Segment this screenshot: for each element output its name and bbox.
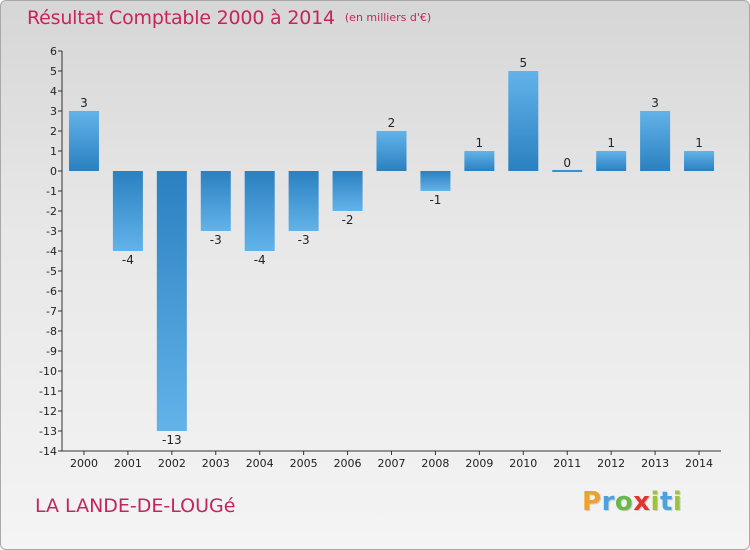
x-tick-label: 2000 [70,457,98,470]
x-tick-label: 2011 [553,457,581,470]
x-tick-label: 2003 [202,457,230,470]
bar [112,171,143,251]
y-tick-label: -7 [46,305,57,318]
bar-value-label: -2 [342,213,354,227]
bar [244,171,275,251]
logo-letter: o [614,487,634,517]
bar-value-label: -4 [254,253,266,267]
x-tick-label: 2001 [114,457,142,470]
bar [552,170,583,172]
y-tick-label: -14 [39,445,57,458]
chart-axes: 6543210-1-2-3-4-5-6-7-8-9-10-11-12-13-14… [39,45,721,470]
bar [684,151,715,171]
bar [156,171,187,431]
bar [376,131,407,171]
y-tick-label: 2 [50,125,57,138]
y-tick-label: -3 [46,225,57,238]
bar [464,151,495,171]
logo-letter: i [650,487,660,517]
bar [508,71,539,171]
x-tick-label: 2005 [290,457,318,470]
y-tick-label: -11 [39,385,57,398]
y-tick-label: -13 [39,425,57,438]
y-tick-label: -2 [46,205,57,218]
x-tick-label: 2002 [158,457,186,470]
bar [332,171,363,211]
y-tick-label: 6 [50,45,57,58]
bar-value-label: 3 [651,96,659,110]
chart-title-text: Résultat Comptable 2000 à 2014 [27,7,335,29]
logo-letter: P [582,487,602,517]
bar-value-label: 1 [695,136,703,150]
logo-letter: i [672,487,683,517]
x-tick-label: 2010 [509,457,537,470]
chart-bars [68,71,715,431]
chart-value-labels: 3 -4 -13 -3 -4 -3 -2 2 -1 1 5 0 1 3 1 [80,56,703,447]
bar [288,171,319,231]
bar-value-label: 1 [476,136,484,150]
y-tick-label: -5 [46,265,57,278]
bar-value-label: 3 [80,96,88,110]
x-tick-label: 2013 [641,457,669,470]
y-tick-label: -6 [46,285,57,298]
bar-value-label: -3 [298,233,310,247]
chart-title-unit: (en milliers d'€) [344,11,432,24]
x-tick-label: 2007 [378,457,406,470]
bar [200,171,231,231]
chart-title: Résultat Comptable 2000 à 2014 (en millie… [27,7,431,29]
y-tick-label: -8 [46,325,57,338]
logo-letter: t [659,487,673,517]
x-tick-label: 2014 [685,457,713,470]
bar [596,151,627,171]
bar-value-label: -1 [429,193,441,207]
bar-value-label: -13 [162,433,182,447]
y-tick-label: -4 [46,245,57,258]
bar-value-label: 0 [563,156,571,170]
y-tick-label: 1 [50,145,57,158]
y-tick-label: -1 [46,185,57,198]
bar-value-label: -3 [210,233,222,247]
x-tick-label: 2012 [597,457,625,470]
bar-value-label: -4 [122,253,134,267]
logo-letter: x [633,487,651,517]
y-tick-label: 3 [50,105,57,118]
x-tick-label: 2004 [246,457,274,470]
logo-letter: r [601,487,615,517]
location-name: LA LANDE-DE-LOUGé [35,495,236,517]
bar [68,111,99,171]
x-tick-label: 2008 [421,457,449,470]
x-tick-label: 2009 [465,457,493,470]
bar [640,111,671,171]
proxiti-logo: Proxiti [582,487,682,517]
bar-value-label: 1 [607,136,615,150]
y-tick-label: 0 [50,165,57,178]
x-tick-label: 2006 [334,457,362,470]
y-tick-label: 5 [50,65,57,78]
y-tick-label: 4 [50,85,57,98]
bar-value-label: 5 [519,56,527,70]
y-tick-label: -10 [39,365,57,378]
bar [420,171,451,191]
y-tick-label: -12 [39,405,57,418]
bar-value-label: 2 [388,116,396,130]
y-tick-label: -9 [46,345,57,358]
